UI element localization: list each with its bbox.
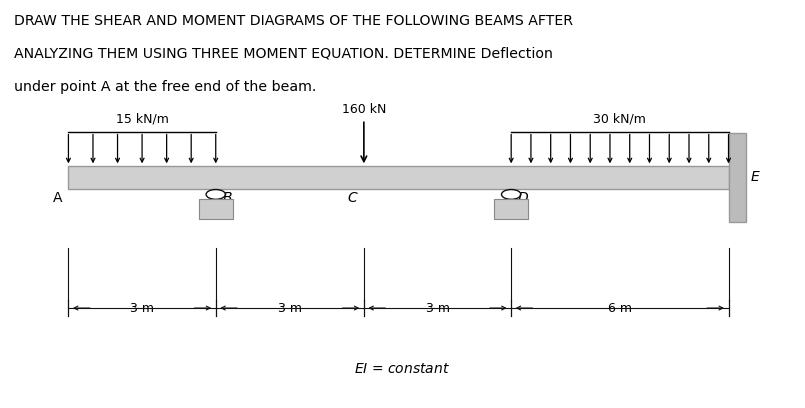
Bar — [199, 200, 233, 219]
Text: 3 m: 3 m — [426, 302, 450, 315]
Text: 3 m: 3 m — [278, 302, 302, 315]
Text: DRAW THE SHEAR AND MOMENT DIAGRAMS OF THE FOLLOWING BEAMS AFTER: DRAW THE SHEAR AND MOMENT DIAGRAMS OF TH… — [14, 14, 573, 28]
Text: 15 kN/m: 15 kN/m — [116, 113, 168, 126]
Text: E: E — [751, 171, 760, 184]
Text: ANALYZING THEM USING THREE MOMENT EQUATION. DETERMINE Deflection: ANALYZING THEM USING THREE MOMENT EQUATI… — [14, 47, 554, 61]
Bar — [729, 133, 746, 222]
Text: 3 m: 3 m — [130, 302, 155, 315]
Text: $EI$ = constant: $EI$ = constant — [354, 362, 451, 376]
Text: 160 kN: 160 kN — [341, 103, 386, 116]
Text: B: B — [222, 191, 232, 205]
Text: A: A — [52, 191, 62, 205]
Text: C: C — [348, 191, 357, 205]
Bar — [494, 200, 528, 219]
Text: 6 m: 6 m — [608, 302, 632, 315]
Text: 30 kN/m: 30 kN/m — [593, 113, 646, 126]
Text: under point A at the free end of the beam.: under point A at the free end of the bea… — [14, 80, 317, 93]
Bar — [68, 166, 729, 188]
Text: D: D — [518, 191, 528, 205]
